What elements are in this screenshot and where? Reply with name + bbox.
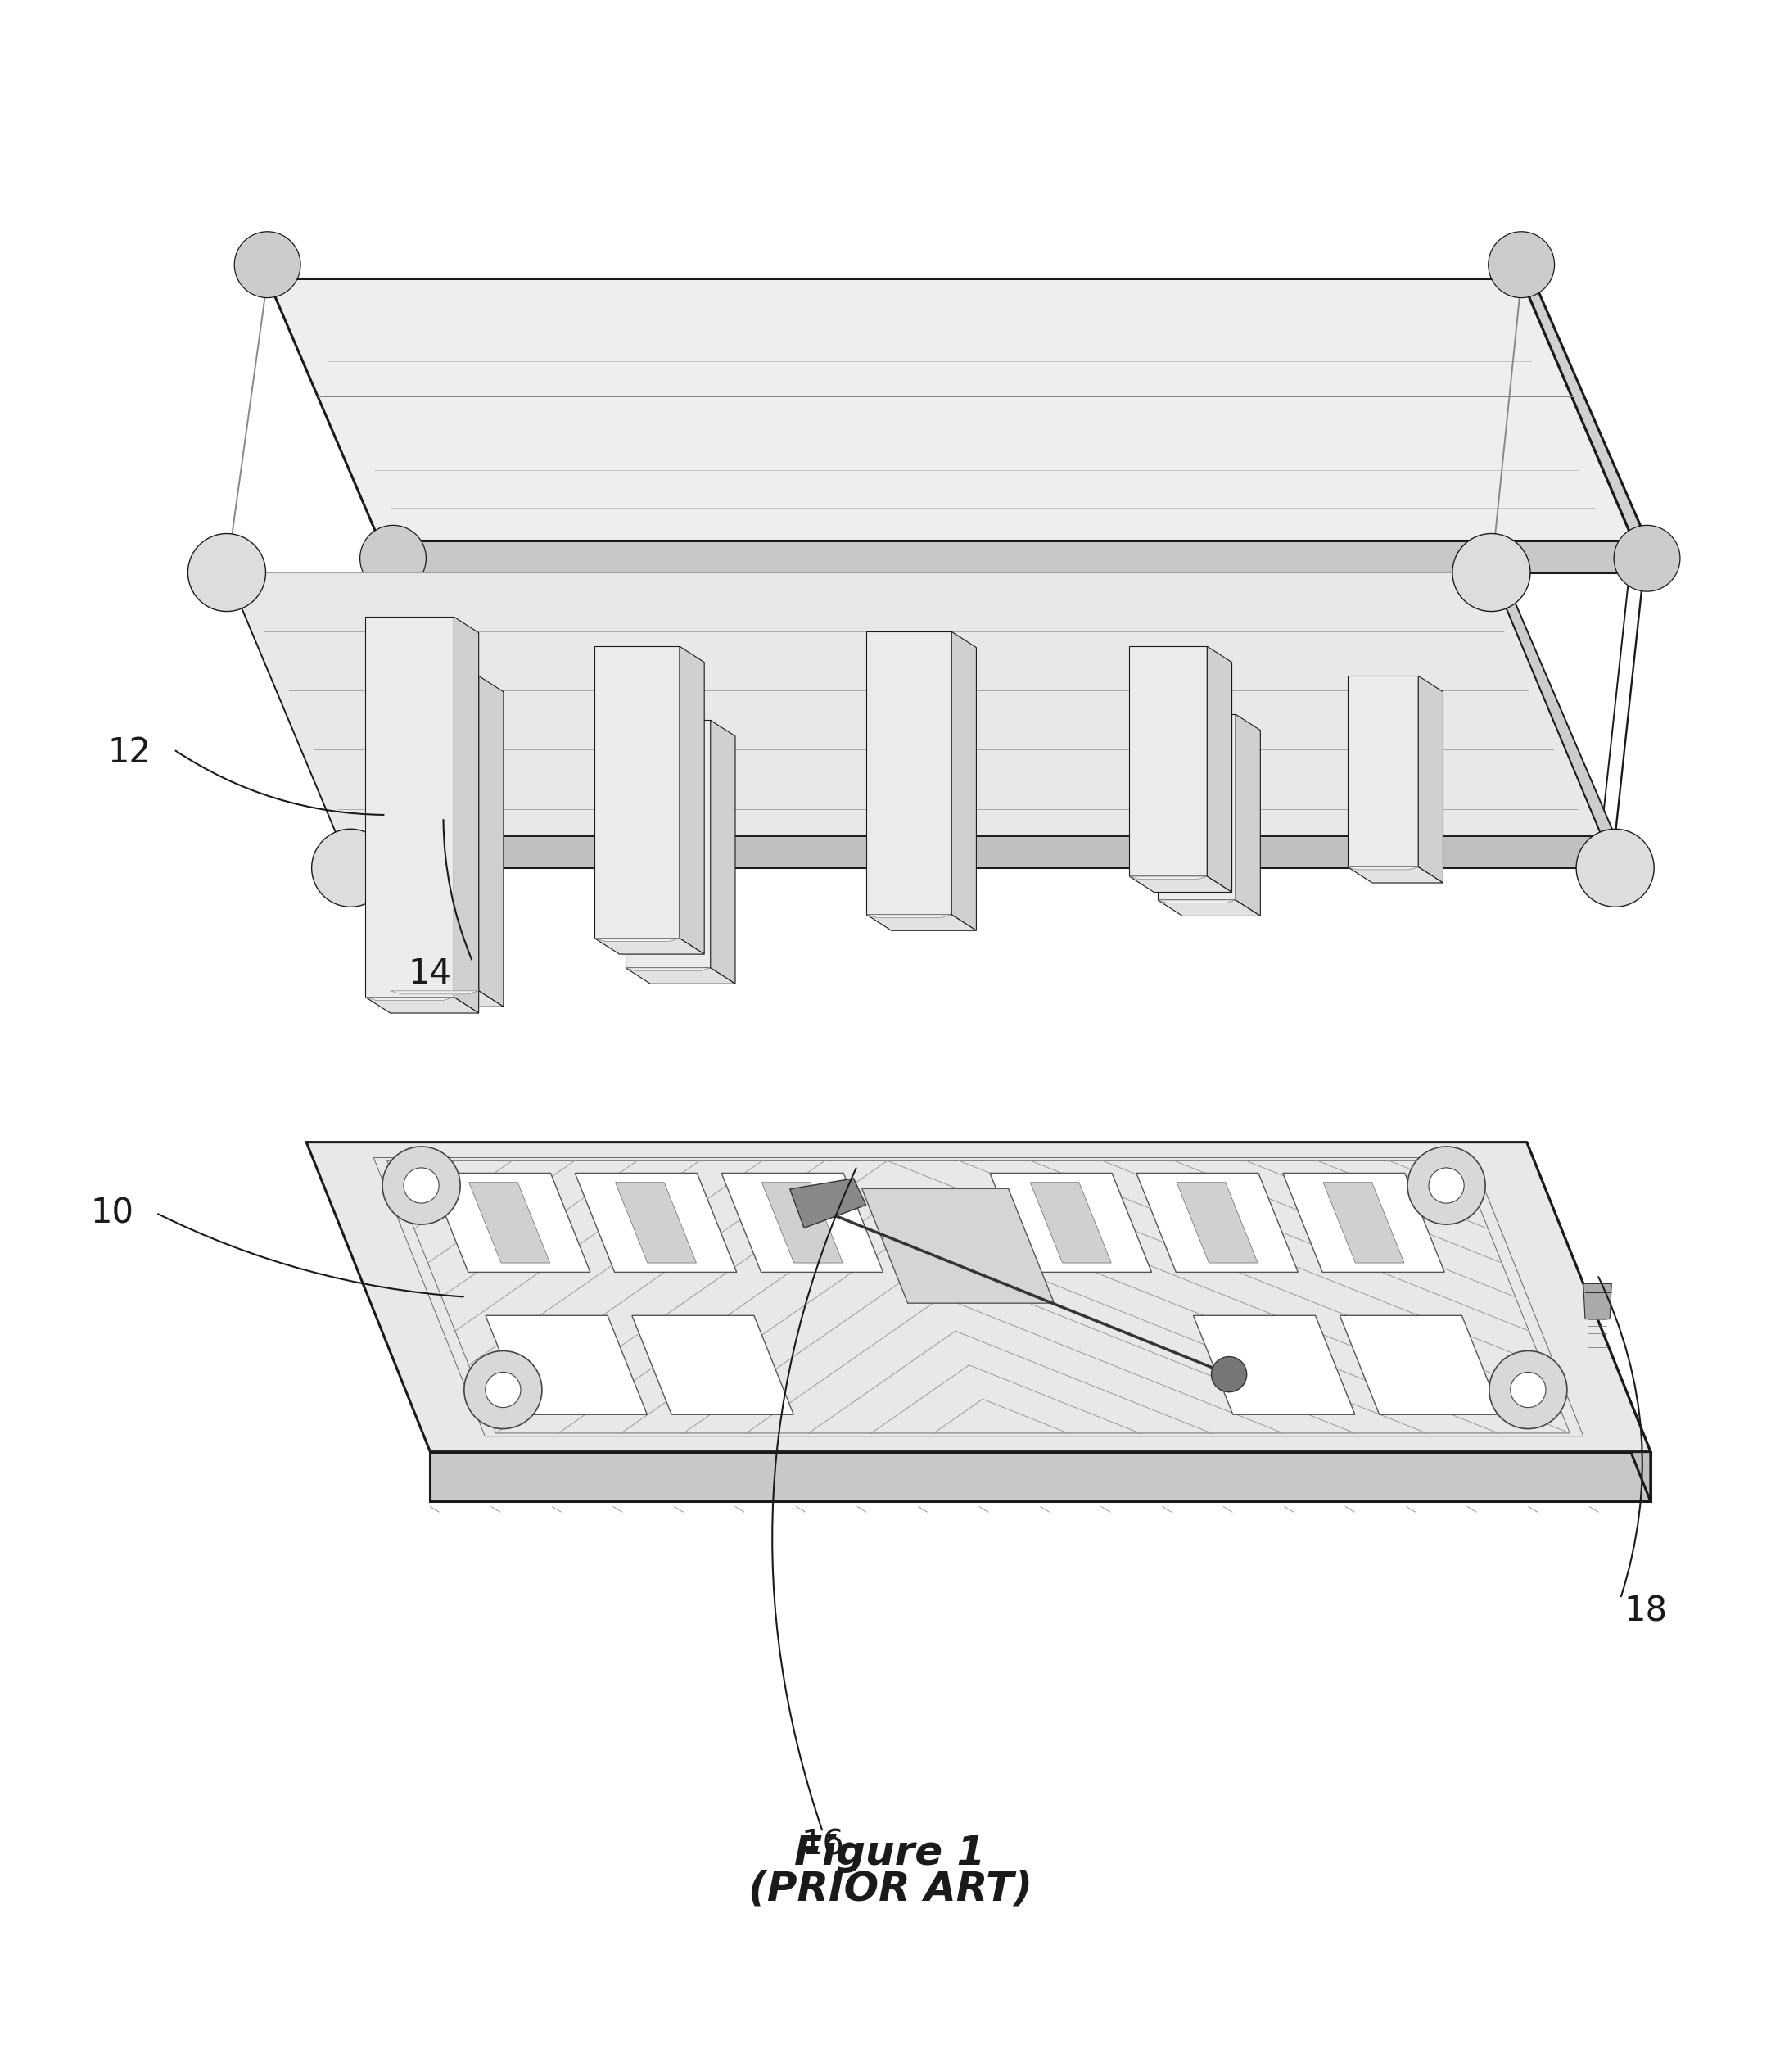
Polygon shape bbox=[680, 646, 705, 955]
Polygon shape bbox=[365, 997, 479, 1013]
Polygon shape bbox=[595, 939, 705, 955]
Text: (PRIOR ART): (PRIOR ART) bbox=[748, 1869, 1032, 1908]
Text: 12: 12 bbox=[109, 736, 151, 771]
Circle shape bbox=[312, 829, 390, 908]
Text: 14: 14 bbox=[408, 957, 452, 990]
Polygon shape bbox=[486, 1316, 648, 1415]
Polygon shape bbox=[1157, 715, 1235, 899]
Polygon shape bbox=[454, 617, 479, 1013]
Polygon shape bbox=[1207, 646, 1232, 893]
Polygon shape bbox=[1129, 876, 1207, 879]
Polygon shape bbox=[390, 990, 504, 1007]
Circle shape bbox=[360, 526, 425, 591]
Polygon shape bbox=[1527, 1142, 1650, 1502]
Polygon shape bbox=[431, 1452, 1650, 1502]
Polygon shape bbox=[479, 675, 504, 1007]
Polygon shape bbox=[1129, 646, 1207, 876]
Polygon shape bbox=[1031, 1183, 1111, 1262]
Polygon shape bbox=[625, 968, 735, 984]
Text: 10: 10 bbox=[91, 1196, 134, 1231]
Polygon shape bbox=[1522, 253, 1647, 572]
Polygon shape bbox=[867, 914, 952, 918]
Polygon shape bbox=[1340, 1316, 1501, 1415]
Polygon shape bbox=[625, 968, 710, 972]
Polygon shape bbox=[867, 914, 975, 930]
Polygon shape bbox=[429, 1173, 591, 1272]
Polygon shape bbox=[1283, 1173, 1444, 1272]
Circle shape bbox=[235, 232, 301, 298]
Polygon shape bbox=[365, 617, 454, 997]
Circle shape bbox=[1488, 232, 1554, 298]
Text: Figure 1: Figure 1 bbox=[794, 1834, 986, 1873]
Text: 18: 18 bbox=[1623, 1593, 1668, 1629]
Polygon shape bbox=[575, 1173, 737, 1272]
Circle shape bbox=[1408, 1146, 1485, 1225]
Polygon shape bbox=[616, 1183, 696, 1262]
Circle shape bbox=[1577, 829, 1654, 908]
Circle shape bbox=[486, 1372, 522, 1407]
Polygon shape bbox=[1177, 1183, 1258, 1262]
Polygon shape bbox=[1347, 675, 1419, 866]
Circle shape bbox=[1429, 1169, 1465, 1204]
Polygon shape bbox=[625, 721, 710, 968]
Polygon shape bbox=[990, 1173, 1152, 1272]
Polygon shape bbox=[710, 721, 735, 984]
Circle shape bbox=[1452, 535, 1531, 611]
Polygon shape bbox=[1157, 899, 1235, 903]
Circle shape bbox=[383, 1146, 461, 1225]
Polygon shape bbox=[1492, 547, 1614, 868]
Polygon shape bbox=[1136, 1173, 1298, 1272]
Text: 16: 16 bbox=[801, 1828, 844, 1861]
Polygon shape bbox=[762, 1183, 842, 1262]
Polygon shape bbox=[1582, 1285, 1611, 1320]
Polygon shape bbox=[1347, 866, 1444, 883]
Polygon shape bbox=[468, 1183, 550, 1262]
Polygon shape bbox=[632, 1316, 794, 1415]
Polygon shape bbox=[1157, 899, 1260, 916]
Polygon shape bbox=[1129, 876, 1232, 893]
Polygon shape bbox=[721, 1173, 883, 1272]
Polygon shape bbox=[1323, 1183, 1404, 1262]
Polygon shape bbox=[226, 572, 1614, 868]
Polygon shape bbox=[365, 997, 454, 1001]
Polygon shape bbox=[952, 632, 975, 930]
Circle shape bbox=[189, 535, 265, 611]
Polygon shape bbox=[390, 990, 479, 995]
Polygon shape bbox=[595, 646, 680, 939]
Polygon shape bbox=[1193, 1316, 1355, 1415]
Polygon shape bbox=[1235, 715, 1260, 916]
Circle shape bbox=[404, 1169, 440, 1204]
Circle shape bbox=[1490, 1351, 1566, 1430]
Polygon shape bbox=[867, 632, 952, 914]
Circle shape bbox=[1614, 526, 1680, 591]
Circle shape bbox=[1212, 1357, 1246, 1392]
Polygon shape bbox=[790, 1179, 865, 1229]
Polygon shape bbox=[351, 837, 1614, 868]
Circle shape bbox=[465, 1351, 541, 1430]
Polygon shape bbox=[1347, 866, 1419, 870]
Polygon shape bbox=[393, 541, 1647, 572]
Circle shape bbox=[1511, 1372, 1545, 1407]
Polygon shape bbox=[306, 1142, 1650, 1452]
Polygon shape bbox=[862, 1189, 1054, 1303]
Polygon shape bbox=[267, 280, 1647, 572]
Polygon shape bbox=[390, 675, 479, 990]
Polygon shape bbox=[595, 939, 680, 941]
Polygon shape bbox=[1419, 675, 1444, 883]
